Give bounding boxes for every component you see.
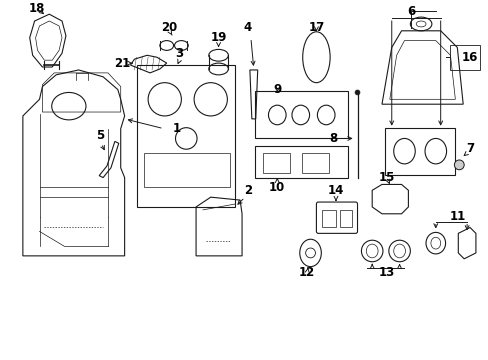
Text: 13: 13	[378, 266, 394, 279]
Text: 20: 20	[161, 21, 178, 34]
Text: 6: 6	[407, 5, 415, 18]
Text: 9: 9	[273, 83, 281, 96]
Bar	[254, 91, 347, 139]
Bar	[144, 153, 230, 187]
Bar	[262, 153, 289, 173]
Text: 2: 2	[244, 184, 251, 197]
Text: 8: 8	[328, 132, 337, 145]
Text: 11: 11	[449, 210, 466, 223]
Text: 10: 10	[268, 181, 285, 194]
Bar	[254, 146, 347, 177]
Ellipse shape	[354, 90, 359, 95]
Text: 1: 1	[172, 122, 180, 135]
Text: 4: 4	[244, 21, 251, 34]
Text: 14: 14	[327, 184, 344, 197]
Bar	[301, 153, 328, 173]
Text: 16: 16	[461, 51, 477, 64]
Text: 21: 21	[114, 57, 130, 69]
Bar	[384, 128, 454, 175]
Text: 7: 7	[465, 142, 473, 155]
Text: 12: 12	[298, 266, 314, 279]
Text: 17: 17	[307, 21, 324, 34]
Text: 15: 15	[378, 171, 394, 184]
Ellipse shape	[453, 160, 463, 170]
Text: 19: 19	[210, 31, 226, 44]
Bar	[322, 210, 335, 228]
Bar	[339, 210, 351, 228]
Text: 5: 5	[96, 129, 104, 142]
Text: 18: 18	[28, 2, 45, 15]
Text: 3: 3	[175, 47, 183, 60]
Bar	[449, 45, 479, 70]
